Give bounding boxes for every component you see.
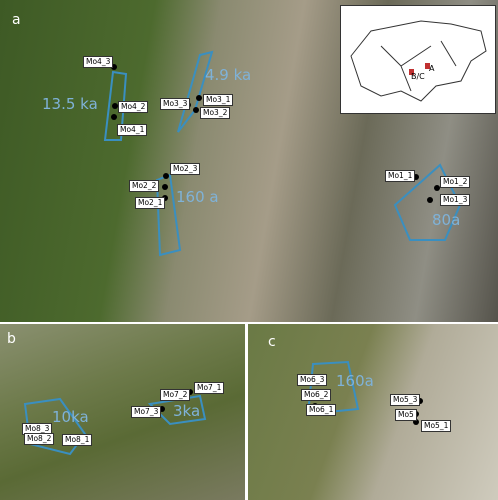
overlay [23,389,207,456]
sample-label: Mo2_3 [170,163,201,175]
inset-outline [350,20,487,102]
sample-label: Mo1_3 [440,194,471,206]
inset-label: B/C [411,72,425,81]
age-label: 3ka [173,402,201,420]
sample-label: Mo7_3 [131,406,162,418]
sample-label: Mo4_1 [117,124,148,136]
sample-label: Mo5_3 [390,394,421,406]
sample-label: Mo1_2 [440,176,471,188]
sample-label: Mo6_3 [297,374,328,386]
age-label: 160a [336,372,374,390]
overlay [305,360,423,425]
panel-a: B/C A a Mo4_3 Mo4_2 Mo4_1 Mo3_3 Mo3_1 Mo… [0,0,498,322]
sample-label: Mo1_1 [385,170,416,182]
age-label: 160 a [176,188,219,206]
sample-label: Mo2_2 [129,180,160,192]
sample-label: Mo8_1 [62,434,93,446]
inset-label: A [429,64,435,73]
sample-label: Mo8_2 [24,433,55,445]
sample-label: Mo6_1 [306,404,337,416]
panel-b: b Mo7_3 Mo7_2 Mo7_1 Mo8_3 Mo8_2 Mo8_1 3k… [0,324,245,500]
sample-label: Mo3_3 [160,98,191,110]
sample-label: Mo6_2 [301,389,332,401]
sample-label: Mo7_2 [160,389,191,401]
age-label: 4.9 ka [205,66,252,84]
inset-map: B/C A [340,5,496,114]
sample-label: Mo4_2 [118,101,149,113]
age-label: 10ka [52,408,89,426]
age-label: 80a [432,211,461,229]
sample-label: Mo7_1 [194,382,225,394]
age-label: 13.5 ka [42,95,98,113]
panel-letter: b [7,331,16,347]
panel-letter: c [268,334,276,350]
sample-label: Mo4_3 [83,56,114,68]
sample-label: Mo5_1 [421,420,452,432]
sample-label: Mo3_1 [203,94,234,106]
panel-letter: a [12,12,21,28]
panel-c: c Mo6_3 Mo6_2 Mo6_1 Mo5_3 Mo5 Mo5_1 160a [248,324,498,500]
sample-label: Mo2_1 [135,197,166,209]
sample-label: Mo5 [395,409,417,421]
sample-label: Mo3_2 [200,107,231,119]
